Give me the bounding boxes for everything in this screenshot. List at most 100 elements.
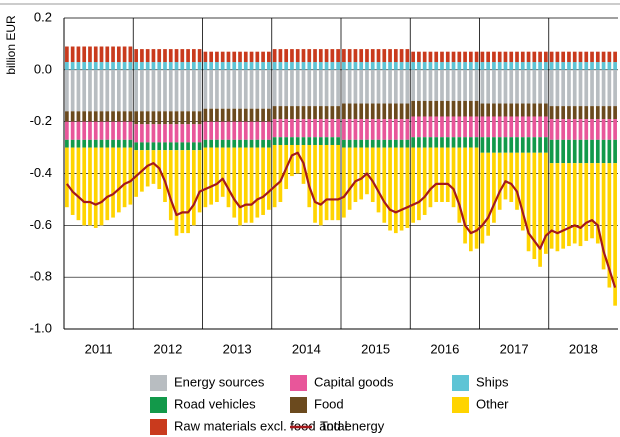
bar-segment: [532, 69, 537, 104]
bar-segment: [70, 46, 75, 63]
bar-segment: [578, 139, 583, 164]
bar-segment: [347, 69, 352, 104]
bar-segment: [232, 139, 237, 148]
bar-segment: [324, 106, 329, 120]
bar-segment: [520, 51, 525, 63]
bar-segment: [128, 62, 133, 70]
bar-segment: [393, 119, 398, 140]
bar-segment: [99, 139, 104, 148]
bar-segment: [480, 116, 485, 138]
bar-segment: [440, 147, 444, 203]
bar-segment: [613, 119, 617, 140]
bar-segment: [549, 69, 554, 107]
bar-segment: [82, 62, 87, 70]
bar-segment: [180, 150, 185, 234]
bar-segment: [497, 137, 502, 153]
bar-segment: [65, 111, 69, 122]
bar-segment: [180, 49, 185, 63]
bar-segment: [295, 144, 300, 174]
bar-segment: [151, 111, 156, 125]
bar-segment: [538, 69, 542, 104]
bar-segment: [290, 62, 294, 70]
bar-segment: [538, 152, 542, 267]
bar-segment: [307, 62, 312, 70]
bar-segment: [93, 62, 98, 70]
bar-segment: [526, 103, 531, 117]
bar-segment: [347, 139, 352, 148]
bar-segment: [197, 49, 202, 63]
bar-segment: [209, 69, 214, 109]
bar-segment: [226, 121, 231, 140]
bar-segment: [365, 103, 369, 120]
bar-segment: [590, 106, 594, 120]
bar-segment: [411, 62, 415, 70]
legend-label: Raw materials excl. food and energy: [174, 418, 385, 433]
bar-segment: [463, 51, 467, 63]
bar-segment: [122, 111, 127, 122]
bar-segment: [365, 139, 369, 148]
bar-segment: [272, 137, 277, 145]
bar-segment: [468, 137, 473, 148]
bar-segment: [486, 62, 491, 70]
bar-segment: [330, 62, 335, 70]
bar-segment: [290, 69, 294, 107]
bar-segment: [463, 137, 467, 148]
bar-segment: [440, 69, 444, 101]
bar-segment: [70, 111, 75, 122]
bar-segment: [584, 139, 589, 164]
bar-segment: [376, 62, 381, 70]
bar-segment: [382, 69, 387, 104]
bar-segment: [359, 69, 364, 104]
bar-segment: [232, 121, 237, 140]
bar-segment: [515, 69, 519, 104]
bar-segment: [174, 124, 179, 143]
bar-segment: [451, 69, 456, 101]
bar-segment: [318, 62, 323, 70]
bar-segment: [595, 119, 600, 140]
bar-segment: [370, 119, 375, 140]
bar-segment: [492, 69, 496, 104]
bar-segment: [116, 69, 121, 112]
bar-segment: [613, 106, 617, 120]
bar-segment: [180, 142, 185, 151]
bar-segment: [365, 69, 369, 104]
bar-segment: [174, 150, 179, 236]
bar-segment: [307, 69, 312, 107]
bar-segment: [284, 106, 289, 120]
bar-segment: [284, 137, 289, 145]
bar-segment: [140, 111, 144, 125]
bar-segment: [174, 49, 179, 63]
bar-segment: [267, 51, 271, 63]
bar-segment: [393, 62, 398, 70]
bar-segment: [393, 103, 398, 120]
bar-segment: [434, 147, 439, 203]
bar-segment: [324, 49, 329, 63]
bar-segment: [243, 139, 248, 148]
bar-segment: [70, 62, 75, 70]
bar-segment: [180, 111, 185, 125]
bar-segment: [249, 139, 254, 148]
bar-segment: [393, 49, 398, 63]
bar-segment: [492, 116, 496, 138]
bar-segment: [295, 69, 300, 107]
bar-segment: [226, 51, 231, 63]
bar-segment: [463, 69, 467, 101]
bar-segment: [261, 108, 265, 122]
bar-segment: [492, 62, 496, 70]
bar-segment: [140, 69, 144, 112]
bar-segment: [209, 108, 214, 122]
bar-segment: [544, 137, 548, 153]
bar-segment: [215, 69, 219, 109]
bar-segment: [111, 111, 115, 122]
bar-segment: [330, 106, 335, 120]
bar-segment: [330, 69, 335, 107]
bar-segment: [463, 116, 467, 138]
bar-segment: [295, 49, 300, 63]
bar-segment: [116, 111, 121, 122]
bar-segment: [243, 121, 248, 140]
bar-segment: [526, 152, 531, 252]
bar-segment: [445, 69, 450, 101]
bar-segment: [561, 119, 566, 140]
bar-segment: [272, 69, 277, 107]
bar-segment: [457, 116, 462, 138]
